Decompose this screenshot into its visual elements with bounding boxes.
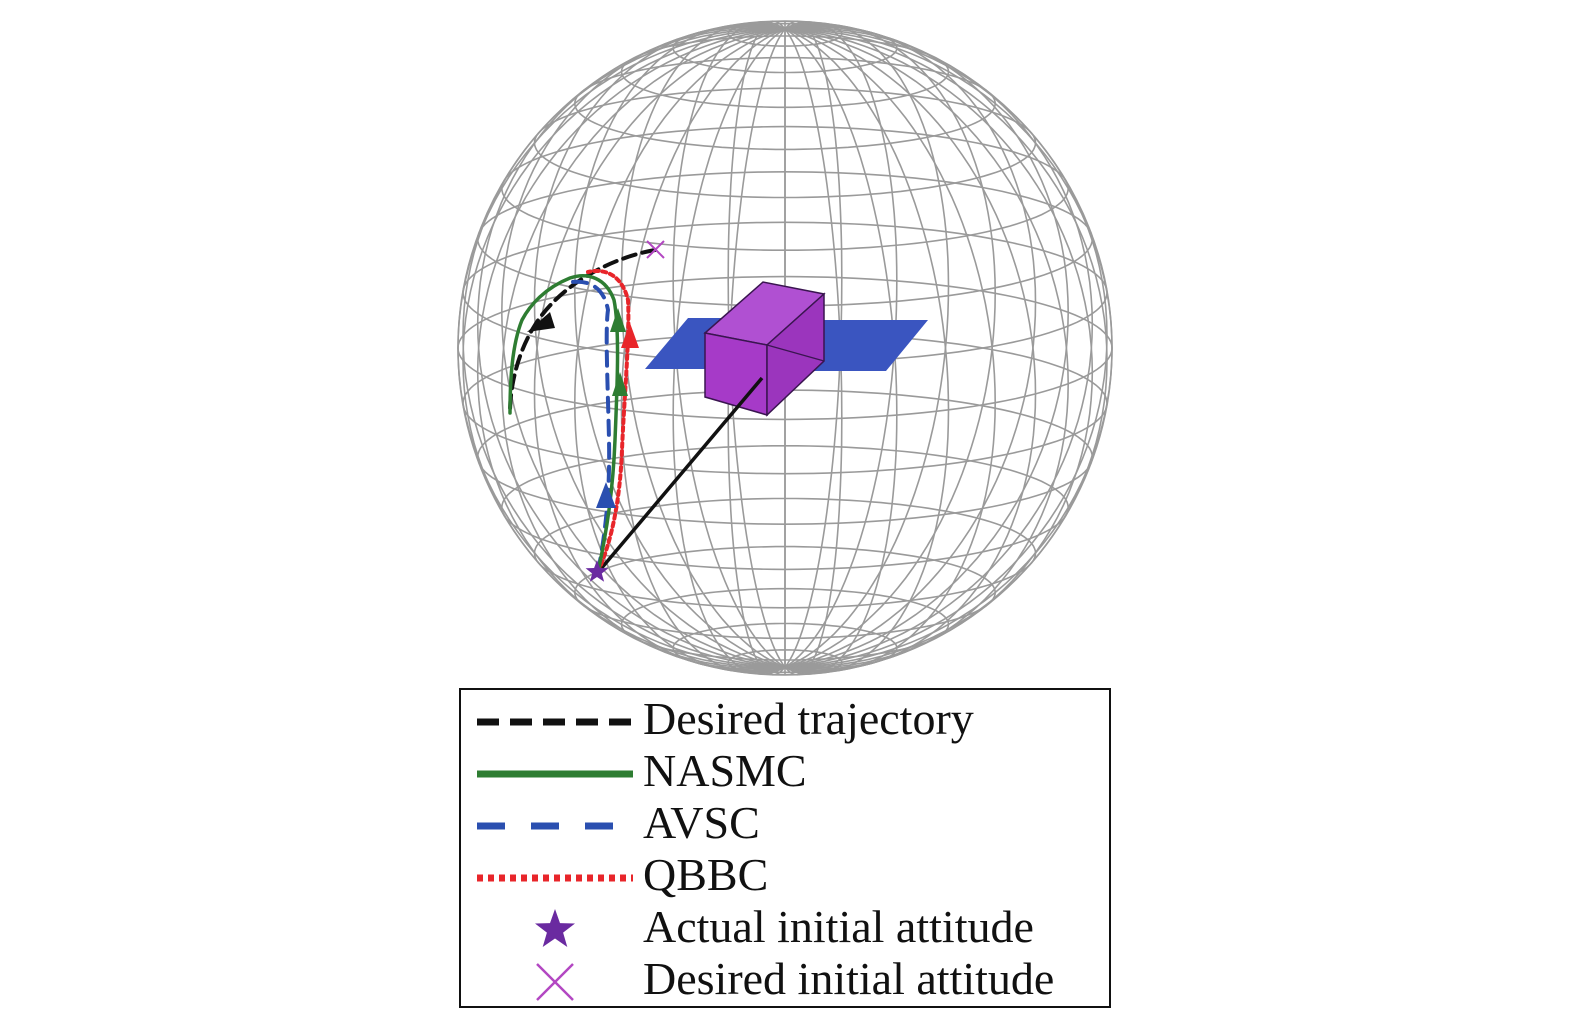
sphere-grid-line <box>533 28 786 672</box>
attitude-sphere-diagram <box>457 20 1113 676</box>
sphere-grid-line <box>784 20 843 668</box>
sphere-grid-line <box>573 28 786 673</box>
sphere-grid-line <box>500 28 786 670</box>
sphere-grid-line <box>620 28 786 674</box>
sphere-grid-line <box>462 27 786 668</box>
desired-arrow-icon <box>527 312 555 332</box>
trajectory-arrows <box>527 308 639 508</box>
legend-label: Desired trajectory <box>643 693 974 744</box>
sphere-grid-line <box>784 28 950 674</box>
sphere-grid-line <box>784 26 1070 668</box>
legend: Desired trajectory NASMC AVSC QBBC Actua… <box>459 688 1111 1008</box>
sphere-grid-line <box>784 23 997 668</box>
x-mark-icon <box>536 963 574 1001</box>
legend-item-avsc: AVSC <box>461 798 1109 850</box>
sphere-grid-line <box>672 28 786 675</box>
star-icon <box>535 909 575 947</box>
legend-swatch-nasmc <box>477 770 633 778</box>
attitude-pointer-line <box>598 376 764 572</box>
legend-swatch-avsc <box>477 822 633 830</box>
wireframe-sphere <box>457 20 1113 676</box>
legend-label: Actual initial attitude <box>643 901 1034 952</box>
nasmc-arrow-upper-icon <box>610 308 626 332</box>
satellite-icon <box>645 281 928 417</box>
legend-item-desired-initial-attitude: Desired initial attitude <box>461 954 1109 1006</box>
legend-swatch-qbbc <box>477 874 633 882</box>
sphere-grid-line <box>784 28 1094 669</box>
sphere-grid-line <box>784 22 950 668</box>
legend-swatch-desired-trajectory <box>477 718 633 726</box>
star-icon <box>585 560 609 582</box>
avsc-arrow-icon <box>596 482 616 508</box>
legend-item-nasmc: NASMC <box>461 746 1109 798</box>
sphere-grid-line <box>784 24 1037 668</box>
legend-label: Desired initial attitude <box>643 953 1055 1004</box>
qbbc-arrow-icon <box>621 323 639 348</box>
sphere-grid-line <box>573 23 786 668</box>
avsc-trajectory-line <box>570 279 612 574</box>
sphere-grid-line <box>784 28 997 673</box>
satellite-body-left <box>704 332 768 416</box>
legend-label: QBBC <box>643 849 769 900</box>
sphere-grid-line <box>476 27 786 668</box>
sphere-grid-line <box>784 28 1113 668</box>
sphere-grid-line <box>457 28 786 668</box>
legend-item-actual-initial-attitude: Actual initial attitude <box>461 902 1109 954</box>
sphere-grid-line <box>476 28 786 669</box>
nasmc-trajectory-line <box>508 274 620 574</box>
legend-item-desired-trajectory: Desired trajectory <box>461 694 1109 746</box>
legend-item-qbbc: QBBC <box>461 850 1109 902</box>
sphere-grid-line <box>784 28 1108 669</box>
sphere-grid-line <box>784 27 1094 668</box>
nasmc-arrow-icon <box>612 372 628 396</box>
legend-label: NASMC <box>643 745 807 796</box>
legend-label: AVSC <box>643 797 760 848</box>
sphere-grid-line <box>784 21 898 668</box>
desired-trajectory-line <box>508 248 657 415</box>
x-mark-icon <box>646 240 665 259</box>
